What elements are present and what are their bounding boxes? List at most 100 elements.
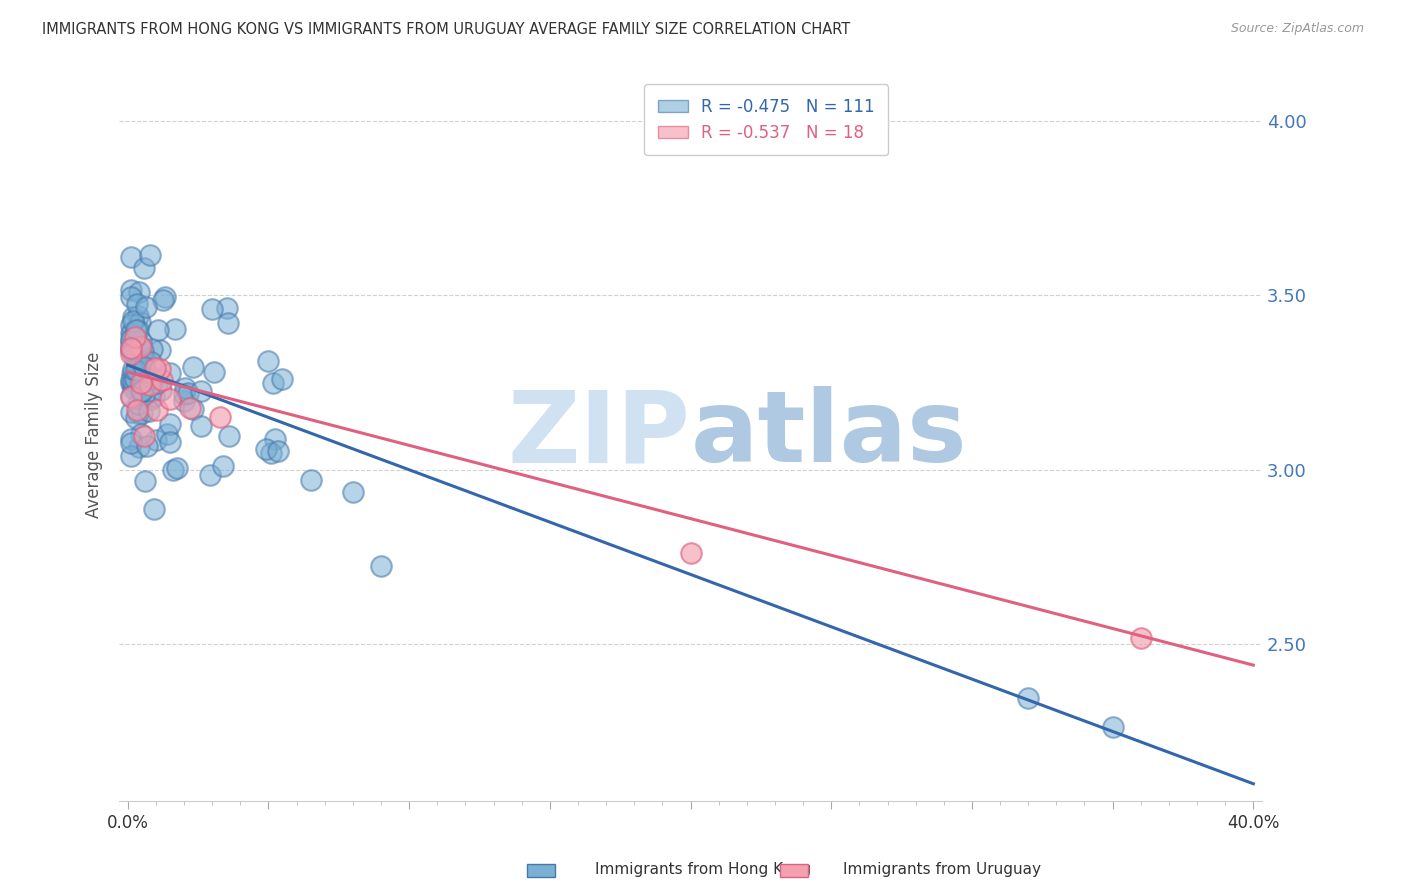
Point bbox=[138, 248, 160, 262]
Point bbox=[299, 473, 322, 487]
Point bbox=[125, 358, 148, 372]
Point bbox=[132, 343, 155, 358]
Point bbox=[122, 314, 145, 328]
Point bbox=[129, 340, 152, 354]
Point bbox=[139, 355, 162, 369]
Point bbox=[121, 374, 143, 388]
Point bbox=[120, 283, 142, 297]
Point bbox=[129, 334, 152, 349]
Text: ZIP: ZIP bbox=[508, 386, 690, 483]
Point bbox=[125, 383, 148, 397]
Point bbox=[134, 388, 156, 402]
Point bbox=[149, 362, 172, 376]
Point bbox=[120, 347, 142, 361]
Point bbox=[159, 392, 181, 406]
Point bbox=[152, 293, 174, 307]
Point bbox=[163, 322, 186, 336]
Point bbox=[120, 436, 142, 450]
Point bbox=[159, 417, 181, 432]
Point bbox=[120, 341, 142, 355]
Point bbox=[257, 354, 280, 368]
Point bbox=[370, 558, 392, 573]
Point bbox=[122, 349, 145, 363]
Point bbox=[135, 438, 157, 452]
Point bbox=[173, 387, 195, 401]
Point bbox=[127, 296, 149, 310]
Point bbox=[122, 310, 145, 324]
Point bbox=[134, 474, 156, 488]
Point bbox=[129, 376, 152, 391]
Point bbox=[120, 342, 142, 356]
Point bbox=[120, 405, 142, 419]
Point bbox=[217, 301, 239, 315]
Point bbox=[142, 389, 165, 403]
Point bbox=[1101, 720, 1123, 734]
Point bbox=[125, 403, 148, 417]
Point bbox=[120, 337, 142, 351]
Point bbox=[181, 359, 204, 374]
Point bbox=[135, 300, 157, 314]
Point bbox=[131, 384, 153, 398]
Point bbox=[131, 371, 153, 385]
Point bbox=[121, 367, 143, 381]
Point bbox=[166, 461, 188, 475]
Point bbox=[190, 419, 212, 434]
Point bbox=[120, 318, 142, 332]
Point bbox=[271, 372, 294, 386]
Point bbox=[120, 290, 142, 304]
Point bbox=[124, 373, 146, 387]
Point bbox=[138, 404, 160, 418]
Point bbox=[120, 343, 142, 358]
Point bbox=[120, 334, 142, 348]
Point bbox=[173, 393, 195, 408]
Point bbox=[143, 373, 166, 387]
Point bbox=[342, 485, 364, 500]
Point bbox=[120, 389, 142, 403]
Point bbox=[124, 372, 146, 386]
Point bbox=[679, 546, 702, 560]
Point bbox=[127, 406, 149, 420]
Point bbox=[134, 429, 156, 443]
Point bbox=[143, 361, 166, 376]
Point bbox=[262, 376, 284, 391]
Point bbox=[139, 392, 162, 406]
Point bbox=[128, 364, 150, 378]
Point bbox=[121, 382, 143, 396]
Point bbox=[125, 410, 148, 425]
Point bbox=[1017, 691, 1039, 706]
Point bbox=[211, 459, 233, 474]
Point bbox=[129, 339, 152, 353]
Point bbox=[162, 463, 184, 477]
Point bbox=[129, 427, 152, 442]
Point bbox=[129, 384, 152, 398]
Point bbox=[218, 429, 240, 443]
Point bbox=[120, 390, 142, 404]
Point bbox=[148, 324, 170, 338]
Point bbox=[120, 250, 142, 264]
Point bbox=[208, 410, 231, 425]
Point bbox=[150, 373, 173, 387]
Point bbox=[217, 316, 239, 330]
Point bbox=[153, 289, 176, 303]
Point bbox=[134, 353, 156, 368]
Point bbox=[146, 376, 169, 391]
Text: atlas: atlas bbox=[690, 386, 967, 483]
Legend: R = -0.475   N = 111, R = -0.537   N = 18: R = -0.475 N = 111, R = -0.537 N = 18 bbox=[644, 84, 887, 155]
Point bbox=[263, 433, 285, 447]
Point bbox=[142, 502, 165, 516]
Point bbox=[124, 330, 146, 344]
Point bbox=[179, 401, 201, 415]
Text: Immigrants from Hong Kong: Immigrants from Hong Kong bbox=[595, 863, 811, 877]
Point bbox=[120, 332, 142, 346]
Point bbox=[190, 384, 212, 398]
Y-axis label: Average Family Size: Average Family Size bbox=[86, 351, 103, 518]
Point bbox=[173, 381, 195, 395]
Point bbox=[124, 323, 146, 337]
Point bbox=[145, 403, 167, 417]
Point bbox=[149, 384, 172, 398]
Point bbox=[129, 315, 152, 329]
Point bbox=[138, 377, 160, 392]
Point bbox=[200, 467, 222, 482]
Point bbox=[132, 359, 155, 374]
Text: Immigrants from Uruguay: Immigrants from Uruguay bbox=[844, 863, 1040, 877]
